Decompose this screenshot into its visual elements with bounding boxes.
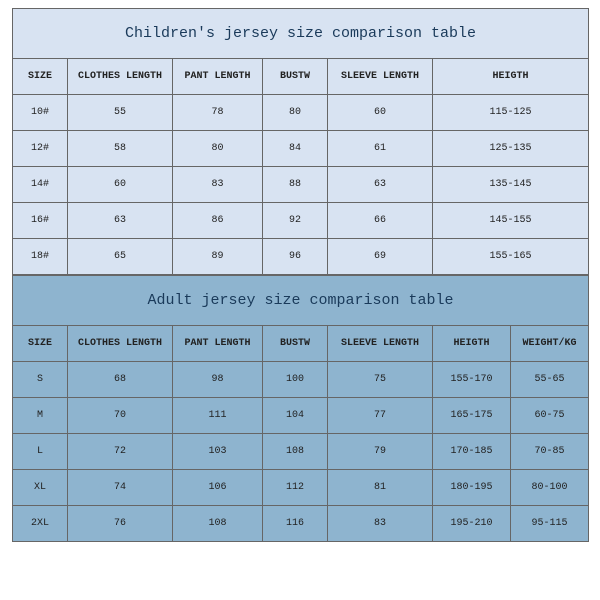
cell: 135-145 xyxy=(433,167,589,203)
cell: 70-85 xyxy=(511,434,589,470)
cell: 145-155 xyxy=(433,203,589,239)
cell: 112 xyxy=(263,470,328,506)
table-row: 12# 58 80 84 61 125-135 xyxy=(13,131,589,167)
children-size-table: Children's jersey size comparison table … xyxy=(12,8,589,275)
cell: 80 xyxy=(263,95,328,131)
cell: 106 xyxy=(173,470,263,506)
cell: 55-65 xyxy=(511,362,589,398)
cell-size: 12# xyxy=(13,131,68,167)
cell-size: M xyxy=(13,398,68,434)
table-row: 10# 55 78 80 60 115-125 xyxy=(13,95,589,131)
cell: 70 xyxy=(68,398,173,434)
table-row: 2XL 76 108 116 83 195-210 95-115 xyxy=(13,506,589,542)
cell: 155-170 xyxy=(433,362,511,398)
cell: 165-175 xyxy=(433,398,511,434)
cell: 108 xyxy=(263,434,328,470)
cell: 115-125 xyxy=(433,95,589,131)
col-clothes-length: CLOTHES LENGTH xyxy=(68,59,173,95)
cell: 195-210 xyxy=(433,506,511,542)
cell: 63 xyxy=(328,167,433,203)
table-row: 14# 60 83 88 63 135-145 xyxy=(13,167,589,203)
table-row: L 72 103 108 79 170-185 70-85 xyxy=(13,434,589,470)
cell: 80-100 xyxy=(511,470,589,506)
col-weight: WEIGHT/KG xyxy=(511,326,589,362)
cell: 95-115 xyxy=(511,506,589,542)
cell: 65 xyxy=(68,239,173,275)
col-bust: BUSTW xyxy=(263,326,328,362)
adult-title-row: Adult jersey size comparison table xyxy=(13,276,589,326)
cell: 76 xyxy=(68,506,173,542)
adult-size-table: Adult jersey size comparison table SIZE … xyxy=(12,275,589,542)
cell: 111 xyxy=(173,398,263,434)
table-row: S 68 98 100 75 155-170 55-65 xyxy=(13,362,589,398)
children-title-row: Children's jersey size comparison table xyxy=(13,9,589,59)
cell: 104 xyxy=(263,398,328,434)
adult-header-row: SIZE CLOTHES LENGTH PANT LENGTH BUSTW SL… xyxy=(13,326,589,362)
cell: 83 xyxy=(328,506,433,542)
size-chart-page: Children's jersey size comparison table … xyxy=(0,0,600,550)
table-row: 18# 65 89 96 69 155-165 xyxy=(13,239,589,275)
col-bust: BUSTW xyxy=(263,59,328,95)
col-height: HEIGTH xyxy=(433,59,589,95)
cell-size: L xyxy=(13,434,68,470)
cell-size: 16# xyxy=(13,203,68,239)
cell: 75 xyxy=(328,362,433,398)
cell: 69 xyxy=(328,239,433,275)
cell: 66 xyxy=(328,203,433,239)
cell: 100 xyxy=(263,362,328,398)
cell: 63 xyxy=(68,203,173,239)
cell: 58 xyxy=(68,131,173,167)
table-row: 16# 63 86 92 66 145-155 xyxy=(13,203,589,239)
cell: 61 xyxy=(328,131,433,167)
cell: 60 xyxy=(328,95,433,131)
cell: 60-75 xyxy=(511,398,589,434)
cell: 89 xyxy=(173,239,263,275)
cell: 74 xyxy=(68,470,173,506)
cell: 80 xyxy=(173,131,263,167)
children-header-row: SIZE CLOTHES LENGTH PANT LENGTH BUSTW SL… xyxy=(13,59,589,95)
col-sleeve-length: SLEEVE LENGTH xyxy=(328,59,433,95)
col-pant-length: PANT LENGTH xyxy=(173,59,263,95)
cell: 98 xyxy=(173,362,263,398)
col-size: SIZE xyxy=(13,326,68,362)
col-height: HEIGTH xyxy=(433,326,511,362)
col-clothes-length: CLOTHES LENGTH xyxy=(68,326,173,362)
cell: 77 xyxy=(328,398,433,434)
adult-title: Adult jersey size comparison table xyxy=(13,276,589,326)
cell: 116 xyxy=(263,506,328,542)
cell: 125-135 xyxy=(433,131,589,167)
col-pant-length: PANT LENGTH xyxy=(173,326,263,362)
cell: 84 xyxy=(263,131,328,167)
col-size: SIZE xyxy=(13,59,68,95)
cell: 103 xyxy=(173,434,263,470)
cell: 170-185 xyxy=(433,434,511,470)
cell-size: XL xyxy=(13,470,68,506)
cell: 60 xyxy=(68,167,173,203)
cell: 155-165 xyxy=(433,239,589,275)
children-title: Children's jersey size comparison table xyxy=(13,9,589,59)
cell: 96 xyxy=(263,239,328,275)
cell: 180-195 xyxy=(433,470,511,506)
cell: 79 xyxy=(328,434,433,470)
cell: 108 xyxy=(173,506,263,542)
cell: 86 xyxy=(173,203,263,239)
col-sleeve-length: SLEEVE LENGTH xyxy=(328,326,433,362)
cell: 81 xyxy=(328,470,433,506)
cell: 88 xyxy=(263,167,328,203)
cell-size: 2XL xyxy=(13,506,68,542)
cell: 83 xyxy=(173,167,263,203)
cell: 68 xyxy=(68,362,173,398)
table-row: XL 74 106 112 81 180-195 80-100 xyxy=(13,470,589,506)
cell: 92 xyxy=(263,203,328,239)
table-row: M 70 111 104 77 165-175 60-75 xyxy=(13,398,589,434)
cell-size: S xyxy=(13,362,68,398)
cell-size: 18# xyxy=(13,239,68,275)
cell: 78 xyxy=(173,95,263,131)
cell: 55 xyxy=(68,95,173,131)
cell: 72 xyxy=(68,434,173,470)
cell-size: 10# xyxy=(13,95,68,131)
cell-size: 14# xyxy=(13,167,68,203)
